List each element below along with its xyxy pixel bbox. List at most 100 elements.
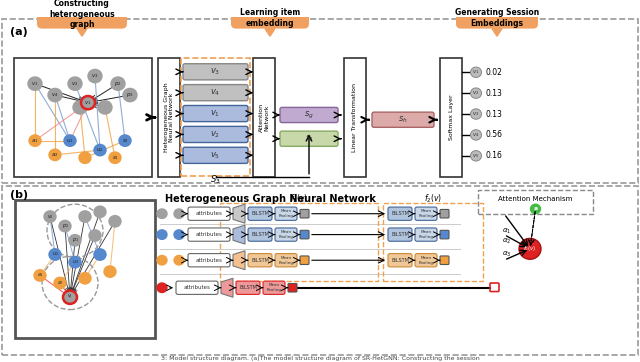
Bar: [253, 58, 275, 177]
FancyBboxPatch shape: [440, 230, 449, 239]
FancyBboxPatch shape: [263, 281, 285, 294]
Text: Linear Transformation: Linear Transformation: [353, 83, 358, 152]
Text: $a_1$: $a_1$: [36, 272, 44, 279]
Text: $\alpha_3$: $\alpha_3$: [502, 250, 511, 259]
Circle shape: [157, 256, 167, 265]
Text: Mean
Pooling: Mean Pooling: [419, 256, 433, 265]
Circle shape: [73, 101, 87, 114]
Text: $p_2$: $p_2$: [61, 222, 68, 230]
Text: BiLSTM: BiLSTM: [251, 258, 269, 263]
Text: Mean
Pooling: Mean Pooling: [267, 283, 282, 292]
Text: $a_2$: $a_2$: [51, 151, 59, 159]
Text: attributes: attributes: [196, 258, 223, 263]
FancyBboxPatch shape: [300, 230, 309, 239]
Text: $v_1$: $v_1$: [472, 68, 480, 76]
Circle shape: [44, 211, 56, 222]
Circle shape: [94, 206, 106, 218]
Bar: [478, 190, 593, 214]
Circle shape: [531, 204, 541, 214]
Polygon shape: [233, 251, 245, 270]
Text: Attention
Network: Attention Network: [259, 103, 269, 132]
FancyBboxPatch shape: [248, 207, 272, 220]
Text: BiLSTM: BiLSTM: [391, 258, 409, 263]
Text: attributes: attributes: [196, 232, 223, 237]
Text: $u_3$: $u_3$: [72, 258, 79, 266]
Text: attributes: attributes: [196, 211, 223, 216]
Circle shape: [68, 77, 82, 90]
Text: Heterogeneous Graph Neural Network: Heterogeneous Graph Neural Network: [164, 194, 376, 204]
Text: $\alpha_2$: $\alpha_2$: [502, 237, 511, 246]
Bar: [14, 58, 152, 177]
Text: $\alpha_1$: $\alpha_1$: [502, 227, 511, 236]
Text: 0.02: 0.02: [486, 68, 503, 77]
Text: Mean
Pooling: Mean Pooling: [419, 230, 433, 239]
Circle shape: [470, 109, 481, 119]
Circle shape: [49, 249, 61, 260]
Circle shape: [59, 220, 71, 232]
Text: Attention Mechanism: Attention Mechanism: [499, 197, 573, 202]
Circle shape: [174, 209, 184, 218]
Polygon shape: [265, 29, 275, 36]
Text: $v_0$: $v_0$: [47, 212, 53, 220]
FancyBboxPatch shape: [275, 254, 297, 267]
Circle shape: [174, 256, 184, 265]
Bar: [2, 19, 638, 183]
Text: $f_1(v)$: $f_1(v)$: [290, 192, 308, 205]
Circle shape: [94, 249, 106, 260]
Polygon shape: [233, 225, 245, 244]
Text: $v_2$: $v_2$: [71, 80, 79, 88]
Text: $v_3$: $v_3$: [472, 110, 480, 118]
Text: $v_4$: $v_4$: [472, 131, 480, 139]
Circle shape: [34, 270, 46, 281]
Circle shape: [64, 135, 76, 146]
Text: Learning item
embedding: Learning item embedding: [240, 8, 300, 28]
Text: $S_3$: $S_3$: [210, 173, 221, 186]
Circle shape: [109, 152, 121, 163]
FancyBboxPatch shape: [188, 207, 230, 220]
FancyBboxPatch shape: [275, 228, 297, 241]
Circle shape: [157, 209, 167, 218]
FancyBboxPatch shape: [275, 207, 297, 220]
FancyBboxPatch shape: [415, 254, 437, 267]
Circle shape: [29, 135, 41, 146]
FancyBboxPatch shape: [183, 147, 248, 163]
Text: Generating Session
Embeddings: Generating Session Embeddings: [455, 8, 539, 28]
Text: BiLSTM: BiLSTM: [391, 232, 409, 237]
FancyBboxPatch shape: [415, 228, 437, 241]
FancyBboxPatch shape: [183, 85, 248, 101]
Text: $v_j$: $v_j$: [67, 292, 73, 302]
Text: 0.56: 0.56: [486, 130, 503, 139]
Circle shape: [54, 277, 66, 289]
Text: $v_5$: $v_5$: [472, 152, 479, 160]
Text: BiLSTM: BiLSTM: [251, 232, 269, 237]
Circle shape: [111, 77, 125, 90]
Text: (a): (a): [10, 27, 28, 37]
Text: $v_4$: $v_4$: [51, 91, 59, 99]
Circle shape: [79, 273, 91, 284]
Text: Mean
Pooling: Mean Pooling: [419, 209, 433, 218]
Text: 0.13: 0.13: [486, 110, 503, 118]
FancyBboxPatch shape: [300, 210, 309, 218]
FancyBboxPatch shape: [183, 64, 248, 80]
Text: $s_l$: $s_l$: [305, 134, 313, 144]
Text: $v_1$: $v_1$: [211, 108, 221, 119]
Circle shape: [470, 88, 481, 98]
Text: $v_3$: $v_3$: [92, 72, 99, 80]
FancyBboxPatch shape: [236, 281, 260, 294]
Bar: [344, 58, 366, 177]
Circle shape: [49, 149, 61, 161]
FancyBboxPatch shape: [231, 8, 309, 29]
Circle shape: [89, 230, 101, 241]
Text: BiLSTM: BiLSTM: [251, 211, 269, 216]
FancyBboxPatch shape: [440, 210, 449, 218]
Circle shape: [88, 70, 102, 83]
Text: $v_1$: $v_1$: [84, 99, 92, 106]
Text: 0.16: 0.16: [486, 151, 503, 160]
Text: $p_2$: $p_2$: [114, 80, 122, 88]
FancyBboxPatch shape: [188, 254, 230, 267]
Circle shape: [470, 130, 481, 140]
Text: $u_1$: $u_1$: [66, 137, 74, 144]
Circle shape: [69, 235, 81, 246]
Text: $a_2$: $a_2$: [56, 279, 63, 287]
Text: $v_2$: $v_2$: [211, 129, 221, 140]
